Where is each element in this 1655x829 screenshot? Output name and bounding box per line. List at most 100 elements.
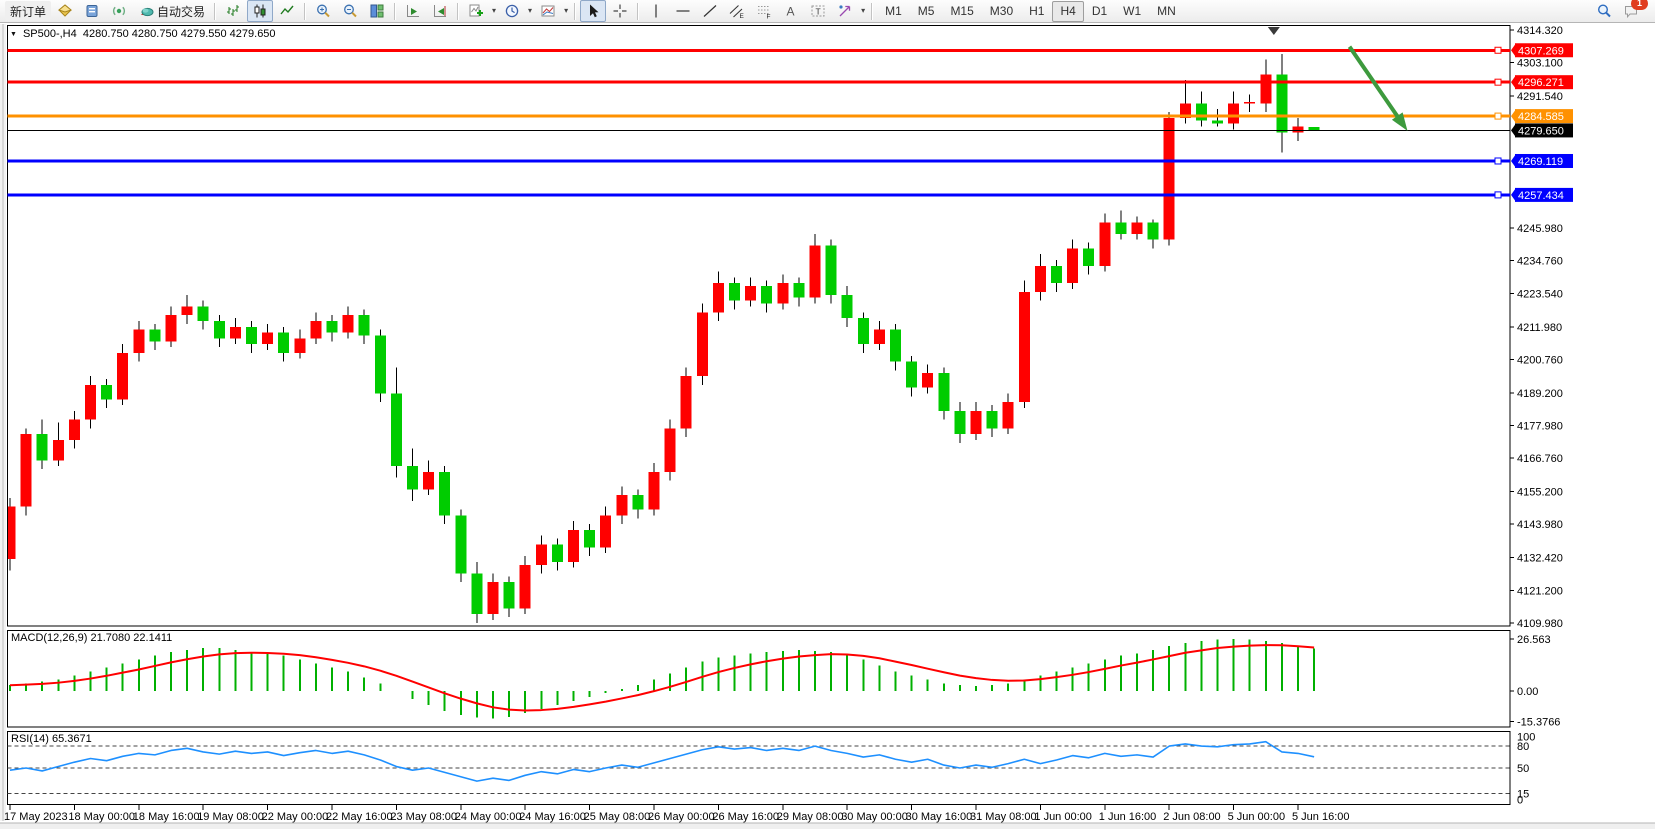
search-icon[interactable] bbox=[1591, 0, 1617, 22]
bar-chart-icon[interactable] bbox=[220, 0, 246, 22]
candle bbox=[36, 434, 48, 461]
date-label: 22 May 00:00 bbox=[262, 811, 329, 823]
toolbar-separator bbox=[304, 2, 307, 20]
arrows-tool-icon[interactable] bbox=[832, 0, 858, 22]
equidistant-channel-icon[interactable]: E bbox=[724, 0, 750, 22]
tile-windows-icon[interactable] bbox=[364, 0, 390, 22]
chat-icon[interactable]: 1 bbox=[1618, 0, 1648, 22]
timeframe-button-M1[interactable]: M1 bbox=[885, 3, 902, 18]
rsi-layer bbox=[7, 740, 1510, 795]
candle bbox=[52, 439, 64, 461]
candle bbox=[1179, 103, 1191, 118]
price-tick-label: 4132.420 bbox=[1517, 553, 1563, 565]
chart-area[interactable]: 4314.320 4303.100 4291.540 4245.980 4234.760… bbox=[0, 24, 1655, 829]
price-badge-notch bbox=[1511, 109, 1516, 124]
market-watch-icon[interactable] bbox=[52, 0, 78, 22]
timeframe-button-H4[interactable]: H4 bbox=[1052, 0, 1084, 22]
timeframe-button-M5[interactable]: M5 bbox=[917, 3, 935, 18]
vertical-line-icon[interactable] bbox=[643, 0, 669, 22]
text-label-icon[interactable]: T bbox=[805, 0, 831, 22]
candle bbox=[68, 419, 80, 440]
candle bbox=[648, 471, 660, 510]
candle bbox=[1099, 222, 1111, 266]
candle bbox=[551, 544, 563, 562]
date-label: 26 May 00:00 bbox=[648, 811, 715, 823]
date-label: 19 May 08:00 bbox=[197, 811, 264, 823]
toolbar-separator bbox=[574, 2, 577, 20]
candle bbox=[793, 283, 805, 298]
timeframe-button-MN[interactable]: MN bbox=[1157, 3, 1176, 18]
auto-trading-button[interactable]: 自动交易 bbox=[133, 0, 210, 22]
price-line-handle[interactable] bbox=[1494, 191, 1502, 199]
horizontal-line-icon[interactable] bbox=[670, 0, 696, 22]
macd-pane[interactable] bbox=[7, 630, 1511, 728]
arrow-annotation-head[interactable] bbox=[1391, 112, 1408, 131]
price-line-handle[interactable] bbox=[1494, 157, 1502, 165]
arrow-annotation[interactable] bbox=[1347, 45, 1402, 121]
candle bbox=[632, 495, 644, 510]
chart-shift-icon[interactable] bbox=[427, 0, 453, 22]
cursor-icon[interactable] bbox=[580, 0, 607, 22]
candle bbox=[503, 582, 515, 609]
line-chart-icon[interactable] bbox=[274, 0, 300, 22]
candle bbox=[197, 306, 209, 321]
candle bbox=[85, 384, 96, 420]
date-label: 18 May 16:00 bbox=[133, 811, 200, 823]
timeframe-button-M30[interactable]: M30 bbox=[989, 3, 1014, 18]
collapse-icon[interactable]: ▼ bbox=[10, 30, 17, 38]
candle bbox=[310, 320, 322, 339]
timeframe-button-M15[interactable]: M15 bbox=[950, 3, 974, 18]
date-label: 2 Jun 08:00 bbox=[1163, 811, 1221, 823]
candle bbox=[922, 373, 934, 388]
candle bbox=[986, 410, 998, 429]
price-line-handle[interactable] bbox=[1494, 46, 1502, 54]
new-order-button[interactable]: 新订单 bbox=[5, 1, 52, 21]
candle bbox=[1244, 101, 1256, 104]
trendline-icon[interactable] bbox=[697, 0, 723, 22]
rsi-axis-label: 0 bbox=[1517, 795, 1523, 807]
candle bbox=[1147, 222, 1159, 240]
toolbar-separator bbox=[457, 2, 460, 20]
candle bbox=[455, 515, 467, 574]
chart-canvas[interactable]: 4314.320 4303.100 4291.540 4245.980 4234.760… bbox=[0, 24, 1655, 829]
candle bbox=[149, 329, 161, 342]
date-label: 26 May 16:00 bbox=[712, 811, 779, 823]
price-tick-label: 4109.980 bbox=[1517, 618, 1563, 630]
main-pane[interactable] bbox=[7, 25, 1511, 627]
text-icon[interactable]: A bbox=[778, 0, 804, 22]
profile-icon[interactable] bbox=[79, 0, 105, 22]
candle bbox=[181, 306, 193, 316]
signals-icon[interactable] bbox=[106, 0, 132, 22]
price-line-handle[interactable] bbox=[1494, 112, 1502, 120]
candlestick-chart-icon[interactable] bbox=[247, 0, 274, 22]
date-label: 5 Jun 16:00 bbox=[1292, 811, 1350, 823]
zoom-in-icon[interactable] bbox=[310, 0, 336, 22]
candle bbox=[229, 326, 241, 339]
price-tick-label: 4303.100 bbox=[1517, 57, 1563, 69]
candle bbox=[809, 245, 821, 298]
timeframe-button-W1[interactable]: W1 bbox=[1123, 3, 1142, 18]
chart-shift-marker[interactable] bbox=[1267, 27, 1280, 35]
fibonacci-icon[interactable]: F bbox=[751, 0, 777, 22]
add-indicator-dropdown-icon[interactable]: ▾ bbox=[492, 6, 497, 15]
timeframe-button-D1[interactable]: D1 bbox=[1091, 3, 1108, 18]
price-line-handle[interactable] bbox=[1494, 78, 1502, 86]
template-icon[interactable] bbox=[535, 0, 561, 22]
period-dropdown-icon[interactable]: ▾ bbox=[528, 6, 533, 15]
arrows-dropdown-icon[interactable]: ▾ bbox=[861, 6, 866, 15]
candle bbox=[1163, 117, 1175, 240]
template-dropdown-icon[interactable]: ▾ bbox=[564, 6, 569, 15]
price-badge bbox=[1515, 187, 1573, 202]
crosshair-icon[interactable] bbox=[607, 0, 633, 22]
timeframe-button-H1[interactable]: H1 bbox=[1029, 3, 1045, 18]
candle bbox=[471, 573, 483, 615]
add-indicator-icon[interactable] bbox=[463, 0, 489, 22]
svg-text:T: T bbox=[816, 7, 821, 17]
zoom-out-icon[interactable] bbox=[337, 0, 363, 22]
period-clock-icon[interactable] bbox=[499, 0, 525, 22]
price-tick-label: 4155.200 bbox=[1517, 487, 1563, 499]
price-tick-label: 4223.540 bbox=[1517, 288, 1563, 300]
svg-text:F: F bbox=[767, 14, 771, 20]
auto-scroll-icon[interactable] bbox=[400, 0, 426, 22]
date-label: 22 May 16:00 bbox=[326, 811, 393, 823]
